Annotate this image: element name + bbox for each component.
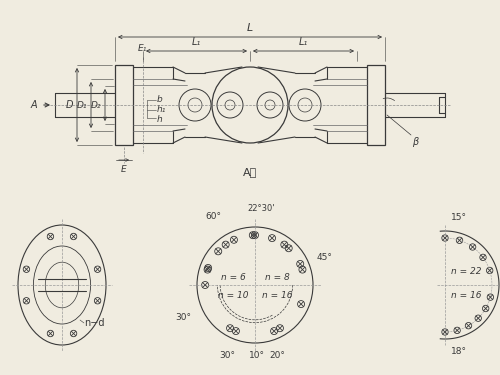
Text: A: A — [30, 100, 37, 110]
Text: 20°: 20° — [269, 351, 285, 360]
Text: 10°: 10° — [249, 351, 265, 360]
Text: D: D — [66, 100, 73, 110]
Text: n−d: n−d — [84, 318, 104, 328]
Bar — [367, 65, 385, 145]
Text: 15°: 15° — [451, 213, 467, 222]
Text: D₁: D₁ — [76, 100, 87, 109]
Text: n = 16: n = 16 — [451, 291, 482, 300]
Text: n = 6: n = 6 — [220, 273, 246, 282]
Bar — [115, 65, 133, 145]
Text: n = 22: n = 22 — [451, 267, 482, 276]
Text: n = 16: n = 16 — [262, 291, 292, 300]
Text: h₁: h₁ — [157, 105, 166, 114]
Text: h: h — [157, 114, 163, 123]
Text: 45°: 45° — [317, 252, 333, 261]
Text: 22°30': 22°30' — [247, 204, 275, 213]
Text: 18°: 18° — [451, 347, 467, 356]
Text: L₁: L₁ — [192, 37, 201, 47]
Text: L₁: L₁ — [299, 37, 308, 47]
Text: E: E — [121, 165, 127, 174]
Text: β: β — [412, 137, 418, 147]
Text: 60°: 60° — [205, 212, 221, 221]
Text: L: L — [247, 23, 253, 33]
Text: 30°: 30° — [219, 351, 235, 360]
Text: D₂: D₂ — [90, 100, 101, 109]
Text: n = 10: n = 10 — [218, 291, 248, 300]
Text: E₁: E₁ — [138, 44, 146, 53]
Text: b: b — [157, 96, 163, 105]
Text: A向: A向 — [243, 167, 257, 177]
Text: n = 8: n = 8 — [264, 273, 289, 282]
Text: 30°: 30° — [175, 312, 191, 321]
